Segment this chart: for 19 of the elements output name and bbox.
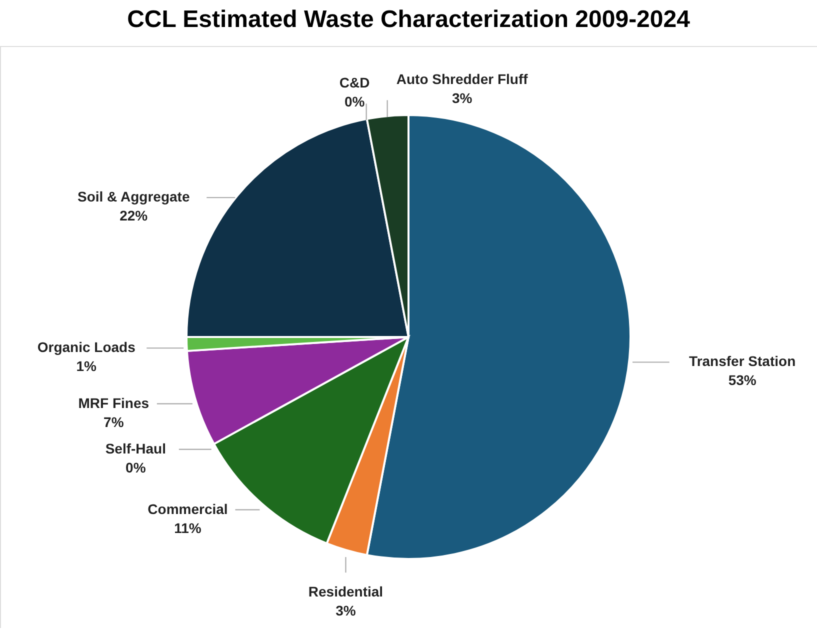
slice-label: Residential: [308, 584, 384, 600]
slice-label: MRF Fines: [78, 394, 150, 411]
text: 0%: [126, 459, 146, 476]
slice-label: Auto Shredder Fluff: [396, 71, 528, 88]
data-label: 1%: [76, 358, 98, 374]
slice-label: Organic Loads: [37, 339, 136, 356]
slice-label: Commercial: [148, 500, 228, 517]
chart-title: CCL Estimated Waste Characterization 2009-2024: [127, 6, 691, 33]
data-label: 3%: [336, 602, 356, 619]
data-label: 3%: [452, 90, 473, 106]
slice-label: Soil & Aggregate: [77, 188, 190, 205]
data-label: 53%: [728, 372, 757, 388]
category-label: C&D: [339, 74, 370, 91]
slice-label: Transfer Station: [689, 353, 796, 370]
data-label: 7%: [104, 414, 124, 430]
text: 0%: [344, 94, 365, 110]
data-label: 11%: [174, 520, 202, 536]
data-label: 22%: [120, 208, 148, 224]
legend-label: Self-Haul: [105, 440, 166, 456]
